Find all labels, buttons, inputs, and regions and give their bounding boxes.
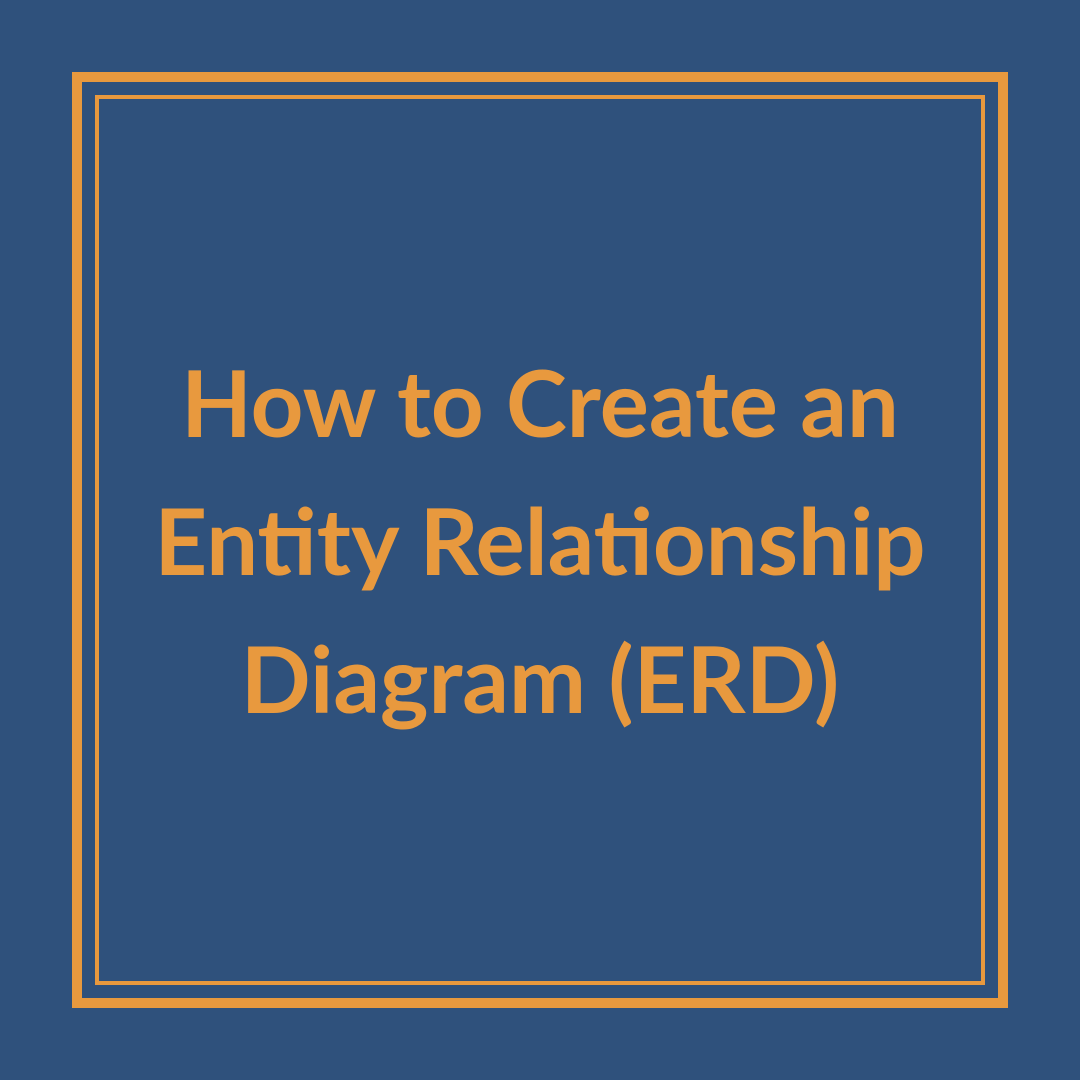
inner-frame: How to Create an Entity Relationship Dia… — [95, 95, 985, 985]
outer-frame: How to Create an Entity Relationship Dia… — [72, 72, 1008, 1008]
card-title: How to Create an Entity Relationship Dia… — [139, 333, 941, 747]
